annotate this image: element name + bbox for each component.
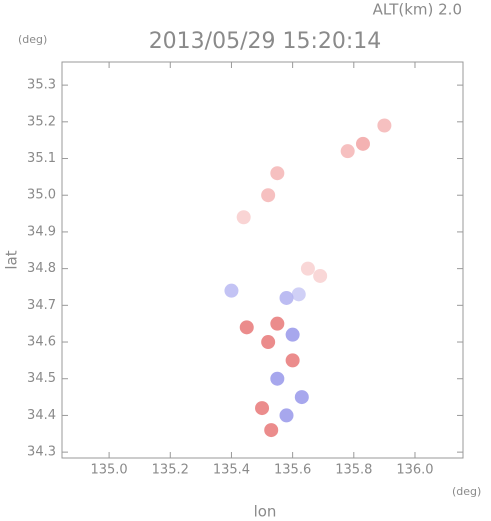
y-tick-label: 34.6 xyxy=(27,335,56,350)
echo-point xyxy=(270,316,285,331)
echo-point xyxy=(255,401,270,416)
x-axis-label: lon xyxy=(254,503,277,521)
x-tick-label: 135.6 xyxy=(274,463,311,478)
plot-frame xyxy=(61,61,464,459)
x-tick-label: 135.4 xyxy=(213,463,250,478)
echo-point xyxy=(285,353,300,368)
echo-point xyxy=(270,166,285,181)
y-tick-label: 34.7 xyxy=(27,298,56,313)
y-tick-label: 35.1 xyxy=(27,151,56,166)
echo-point xyxy=(355,136,370,151)
echo-point xyxy=(239,320,254,335)
echo-point xyxy=(264,423,279,438)
x-tick-label: 135.8 xyxy=(335,463,372,478)
echo-point xyxy=(285,327,300,342)
y-tick-label: 34.4 xyxy=(27,408,56,423)
y-tick-label: 34.3 xyxy=(27,445,56,460)
y-tick-label: 34.9 xyxy=(27,224,56,239)
echo-point xyxy=(294,390,309,405)
chart-title: 2013/05/29 15:20:14 xyxy=(149,29,382,54)
x-unit: (deg) xyxy=(452,485,481,498)
echo-point xyxy=(291,287,306,302)
echo-point xyxy=(313,268,328,283)
y-tick-label: 34.5 xyxy=(27,371,56,386)
x-tick-label: 135.2 xyxy=(152,463,189,478)
y-tick-label: 35.2 xyxy=(27,114,56,129)
y-tick-label: 34.8 xyxy=(27,261,56,276)
echo-point xyxy=(279,290,294,305)
echo-point xyxy=(236,210,251,225)
echo-point xyxy=(270,371,285,386)
echo-point xyxy=(377,118,392,133)
x-tick-label: 135.0 xyxy=(90,463,127,478)
echo-point xyxy=(279,408,294,423)
echo-point xyxy=(261,188,276,203)
echo-point xyxy=(261,335,276,350)
altitude-label: ALT(km) 2.0 xyxy=(373,1,462,19)
y-unit: (deg) xyxy=(18,33,47,46)
y-axis-label: lat xyxy=(3,250,21,269)
echo-point xyxy=(340,144,355,159)
y-tick-label: 35.3 xyxy=(27,78,56,93)
echo-point xyxy=(224,283,239,298)
x-tick-label: 136.0 xyxy=(396,463,433,478)
y-tick-label: 35.0 xyxy=(27,188,56,203)
echo-point xyxy=(300,261,315,276)
